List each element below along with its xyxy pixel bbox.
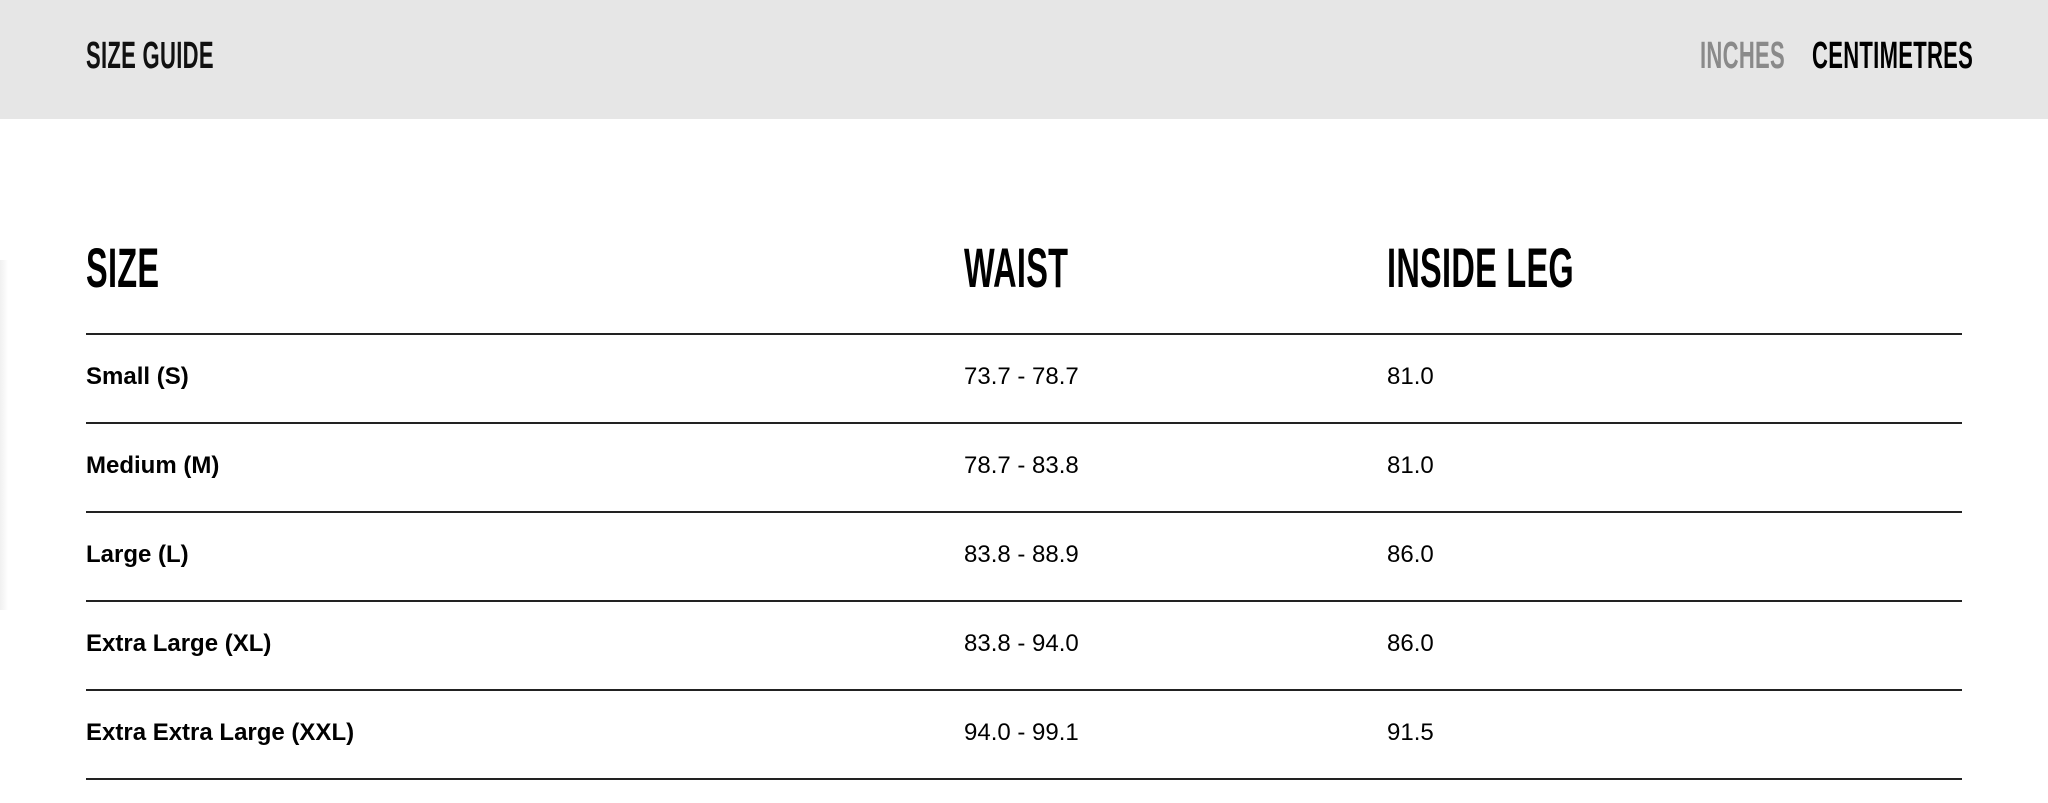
inside-leg-cell: 91.5 — [1387, 719, 1434, 746]
waist-cell: 73.7 - 78.7 — [964, 363, 1079, 390]
waist-cell: 78.7 - 83.8 — [964, 452, 1079, 479]
header-divider — [86, 333, 1962, 335]
inside-leg-cell: 86.0 — [1387, 541, 1434, 568]
size-cell: Large (L) — [86, 541, 189, 568]
inches-toggle-button[interactable]: INCHES — [1700, 37, 1847, 75]
inches-label: INCHES — [1700, 35, 1786, 77]
row-divider — [86, 600, 1962, 602]
waist-cell: 83.8 - 94.0 — [964, 630, 1079, 657]
column-header-size-text: SIZE — [86, 236, 160, 299]
page-title: SIZE GUIDE — [86, 37, 306, 75]
column-header-size: SIZE — [86, 240, 212, 296]
centimetres-label: CENTIMETRES — [1812, 35, 1974, 77]
row-divider — [86, 511, 1962, 513]
inside-leg-cell: 81.0 — [1387, 363, 1434, 390]
inside-leg-cell: 86.0 — [1387, 630, 1434, 657]
row-divider — [86, 778, 1962, 780]
size-cell: Extra Large (XL) — [86, 630, 272, 657]
side-shadow — [0, 260, 8, 610]
waist-cell: 83.8 - 88.9 — [964, 541, 1079, 568]
row-divider — [86, 422, 1962, 424]
column-header-waist: WAIST — [964, 240, 1144, 296]
row-divider — [86, 689, 1962, 691]
page-title-text: SIZE GUIDE — [86, 35, 214, 77]
column-header-inside-leg: INSIDE LEG — [1387, 240, 1709, 296]
size-cell: Medium (M) — [86, 452, 220, 479]
waist-cell: 94.0 - 99.1 — [964, 719, 1079, 746]
column-header-inside-leg-text: INSIDE LEG — [1387, 236, 1574, 299]
size-guide-header: SIZE GUIDE INCHES CENTIMETRES — [0, 0, 2048, 119]
size-cell: Extra Extra Large (XXL) — [86, 719, 355, 746]
size-cell: Small (S) — [86, 363, 189, 390]
column-header-waist-text: WAIST — [964, 236, 1069, 299]
inside-leg-cell: 81.0 — [1387, 452, 1434, 479]
centimetres-toggle-button[interactable]: CENTIMETRES — [1812, 37, 2048, 75]
